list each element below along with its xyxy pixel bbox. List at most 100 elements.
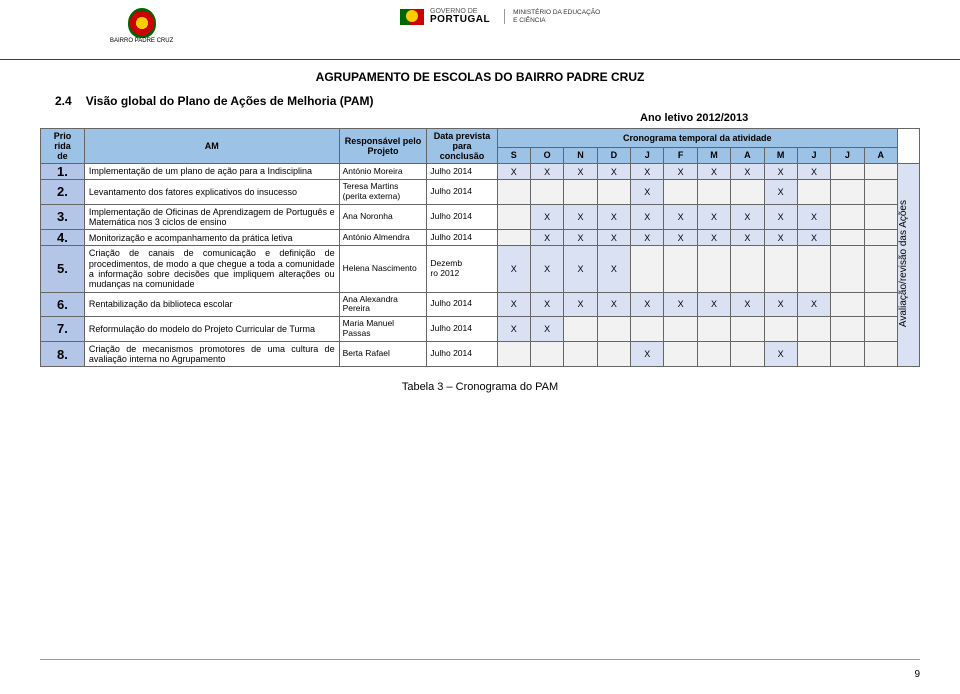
schedule-cell: X [697,292,730,317]
schedule-cell: X [631,230,664,246]
schedule-cell [831,164,864,180]
schedule-cell: X [664,204,697,230]
schedule-cell [697,341,730,367]
row-data: Julho 2014 [427,164,497,180]
month-header: M [697,147,730,163]
section-number: 2.4 [55,94,72,108]
schedule-cell [564,317,597,342]
row-number: 8. [41,341,85,367]
schedule-cell [731,341,764,367]
table-header: Prio rida de AM Responsável pelo Projeto… [41,129,920,164]
row-am: Monitorização e acompanhamento da prátic… [84,230,339,246]
schedule-cell: X [731,164,764,180]
row-number: 3. [41,204,85,230]
schedule-cell [797,180,830,205]
portugal-flag-icon [400,9,424,25]
schedule-cell [864,341,897,367]
schedule-cell: X [530,164,563,180]
gov-text: GOVERNO DE PORTUGAL [430,8,490,25]
schedule-cell [764,246,797,292]
shield-icon [128,8,156,38]
row-number: 6. [41,292,85,317]
schedule-cell [797,317,830,342]
row-am: Rentabilização da biblioteca escolar [84,292,339,317]
schedule-cell: X [631,341,664,367]
schedule-cell: X [497,246,530,292]
schedule-cell [864,164,897,180]
schedule-cell: X [664,164,697,180]
schedule-cell [831,204,864,230]
row-number: 4. [41,230,85,246]
schedule-cell: X [631,204,664,230]
schedule-cell [597,317,630,342]
table-row: 1.Implementação de um plano de ação para… [41,164,920,180]
row-data: Julho 2014 [427,230,497,246]
row-am: Implementação de Oficinas de Aprendizage… [84,204,339,230]
gov-logo: GOVERNO DE PORTUGAL MINISTÉRIO DA EDUCAÇ… [400,8,600,25]
row-responsavel: Helena Nascimento [339,246,427,292]
schedule-cell [697,180,730,205]
revisao-cell: Avaliação/revisão das Ações [897,164,919,367]
schedule-cell: X [764,230,797,246]
section-heading: Visão global do Plano de Ações de Melhor… [86,94,374,108]
schedule-cell: X [731,230,764,246]
col-cronograma: Cronograma temporal da atividade [497,129,897,148]
row-number: 2. [41,180,85,205]
row-data: Julho 2014 [427,317,497,342]
schedule-cell [497,204,530,230]
school-year: Ano letivo 2012/2013 [640,112,960,124]
footer-rule [40,659,920,660]
schedule-cell: X [797,292,830,317]
table-row: 6.Rentabilização da biblioteca escolarAn… [41,292,920,317]
month-header: D [597,147,630,163]
schedule-cell: X [530,204,563,230]
table-row: 5.Criação de canais de comunicação e def… [41,246,920,292]
col-prioridade: Prio rida de [41,129,85,164]
schedule-cell [497,230,530,246]
page-number: 9 [914,669,920,680]
schedule-cell [797,341,830,367]
col-revisao-spacer [897,129,919,164]
row-data: Julho 2014 [427,204,497,230]
table-row: 8.Criação de mecanismos promotores de um… [41,341,920,367]
table-row: 2.Levantamento dos fatores explicativos … [41,180,920,205]
schedule-cell: X [731,204,764,230]
schedule-cell [831,180,864,205]
schedule-cell [731,317,764,342]
cronograma-table: Prio rida de AM Responsável pelo Projeto… [40,128,920,367]
schedule-cell: X [631,164,664,180]
schedule-cell [831,246,864,292]
schedule-cell [530,180,563,205]
schedule-cell [831,230,864,246]
schedule-cell: X [697,164,730,180]
row-responsavel: António Almendra [339,230,427,246]
row-am: Levantamento dos fatores explicativos do… [84,180,339,205]
schedule-cell: X [631,292,664,317]
schedule-cell: X [497,164,530,180]
schedule-cell: X [530,230,563,246]
schedule-cell: X [597,204,630,230]
month-header: A [864,147,897,163]
schedule-cell [864,180,897,205]
schedule-cell: X [564,292,597,317]
section-title: 2.4 Visão global do Plano de Ações de Me… [55,94,960,108]
document-title: AGRUPAMENTO DE ESCOLAS DO BAIRRO PADRE C… [0,70,960,84]
gov-line2: PORTUGAL [430,15,490,25]
month-header: M [764,147,797,163]
schedule-cell: X [764,180,797,205]
schedule-cell: X [497,317,530,342]
schedule-cell: X [564,164,597,180]
schedule-cell: X [731,292,764,317]
schedule-cell [731,246,764,292]
schedule-cell: X [764,204,797,230]
schedule-cell [530,341,563,367]
schedule-cell: X [530,317,563,342]
schedule-cell: X [564,204,597,230]
table-body: 1.Implementação de um plano de ação para… [41,164,920,367]
school-logo-label: BAIRRO PADRE CRUZ [110,38,173,44]
month-header: N [564,147,597,163]
schedule-cell [497,341,530,367]
schedule-cell: X [797,230,830,246]
schedule-cell: X [764,164,797,180]
schedule-cell: X [697,230,730,246]
